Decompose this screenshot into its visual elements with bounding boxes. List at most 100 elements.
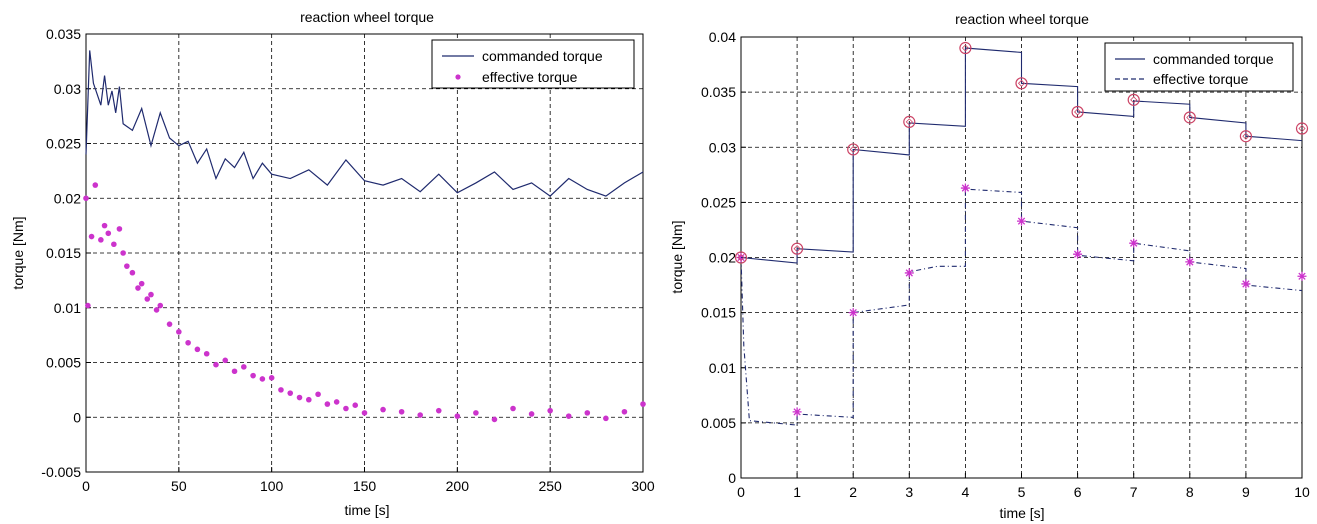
effective-torque-point: [510, 405, 516, 412]
left-chart: reaction wheel torque 0 50 100 150 200 250 300…: [10, 9, 655, 518]
effective-torque-point: [166, 321, 173, 327]
effective-torque-point: [333, 399, 340, 405]
effective-torque-point: [398, 408, 405, 415]
effective-torque-point: [111, 241, 117, 248]
y-tick-label: 0.015: [701, 305, 736, 321]
effective-torque-marker: [1297, 271, 1307, 281]
effective-torque-point: [241, 364, 247, 370]
effective-torque-point: [88, 233, 95, 240]
effective-torque-marker: [960, 183, 970, 193]
x-tick-label: 6: [1074, 484, 1082, 500]
effective-torque-point: [491, 416, 498, 423]
y-tick-label: 0.03: [709, 139, 736, 155]
legend: commanded torque effective torque: [1104, 42, 1294, 92]
commanded-torque-marker-inner: [1242, 132, 1250, 140]
effective-torque-point: [194, 346, 201, 353]
y-tick-label: 0.015: [46, 245, 81, 261]
effective-torque-point: [231, 368, 238, 375]
x-tick-label: 50: [171, 478, 187, 494]
commanded-torque-marker: [734, 251, 748, 264]
effective-torque-point: [144, 296, 151, 302]
y-tick-label: 0.025: [701, 194, 736, 210]
y-axis-label: torque [Nm]: [669, 220, 685, 293]
effective-torque-point: [124, 263, 130, 269]
commanded-torque-marker-inner: [1298, 124, 1306, 133]
x-axis-label: time [s]: [344, 502, 389, 518]
x-tick-label: 0: [737, 484, 745, 500]
effective-torque-point: [380, 406, 386, 413]
commanded-torque-marker-inner: [793, 245, 801, 253]
effective-torque-point: [153, 307, 160, 313]
effective-torque-point: [98, 237, 104, 243]
y-tick-label: -0.005: [41, 464, 81, 480]
y-tick-label: 0.035: [701, 84, 736, 100]
y-tick-label: 0.005: [46, 355, 81, 371]
series-effective-torque: [83, 182, 646, 423]
effective-torque-point: [640, 401, 646, 407]
y-tick-labels: 0 0.005 0.01 0.015 0.02 0.025 0.03 0.035 0.04: [701, 29, 736, 486]
commanded-torque-marker: [1015, 77, 1028, 90]
effective-torque-point: [92, 182, 99, 188]
series-effective-torque: [736, 183, 1307, 426]
x-tick-label: 9: [1242, 484, 1250, 500]
y-tick-label: 0.01: [709, 360, 736, 376]
effective-torque-point: [138, 280, 145, 287]
y-axis-label: torque [Nm]: [10, 216, 26, 289]
effective-torque-point: [565, 413, 572, 419]
effective-torque-point: [287, 390, 294, 396]
effective-torque-marker: [792, 407, 802, 417]
effective-torque-point: [352, 402, 359, 409]
effective-torque-point: [435, 407, 442, 414]
x-tick-label: 300: [631, 478, 655, 494]
commanded-torque-marker-inner: [849, 145, 857, 154]
commanded-torque-marker: [903, 115, 916, 128]
effective-torque-point: [343, 405, 349, 412]
effective-torque-point: [584, 410, 591, 416]
plot-area: 0 50 100 150 200 250 300 -0.00500.0050.010.015…: [41, 26, 655, 494]
effective-torque-point: [176, 329, 182, 335]
effective-torque-point: [278, 387, 284, 393]
y-tick-label: 0.035: [46, 26, 81, 42]
effective-torque-point: [547, 407, 553, 414]
commanded-torque-marker: [1239, 130, 1253, 143]
y-tick-label: 0.02: [709, 250, 736, 266]
commanded-torque-line: [740, 47, 1303, 264]
x-tick-label: 100: [260, 478, 284, 494]
chart-title: reaction wheel torque: [955, 11, 1089, 27]
commanded-torque-marker: [791, 242, 804, 255]
effective-torque-point: [148, 291, 154, 298]
effective-torque-point: [296, 394, 303, 401]
effective-torque-point: [306, 396, 312, 403]
chart-title: reaction wheel torque: [300, 9, 434, 25]
commanded-torque-marker: [1183, 111, 1196, 124]
effective-torque-marker: [1073, 249, 1083, 259]
effective-torque-point: [105, 230, 112, 237]
x-tick-label: 200: [446, 478, 470, 494]
commanded-torque-marker-inner: [1017, 79, 1026, 87]
commanded-torque-marker: [1071, 105, 1084, 119]
legend-label-commanded-torque: commanded torque: [482, 48, 603, 64]
x-tick-label: 7: [1130, 484, 1138, 500]
x-tick-label: 1: [793, 484, 801, 500]
effective-torque-point: [454, 413, 461, 419]
series-commanded-torque: [734, 41, 1309, 264]
x-tick-label: 2: [849, 484, 857, 500]
commanded-torque-marker-inner: [1186, 113, 1194, 122]
x-tick-label: 3: [905, 484, 913, 500]
effective-torque-marker: [1185, 257, 1195, 267]
plot-area: 0 1 2 3 4 5 6 7 8 9 10 0 0.005 0.01 0.015 0.02 0.025 0.0…: [701, 29, 1310, 500]
commanded-torque-marker: [1295, 122, 1309, 135]
y-tick-label: 0.04: [709, 29, 736, 45]
effective-torque-point: [129, 269, 136, 276]
effective-torque-point: [473, 410, 479, 416]
commanded-torque-marker-inner: [961, 44, 969, 52]
effective-torque-point: [417, 412, 424, 418]
commanded-torque-marker-inner: [905, 118, 913, 126]
legend-label-effective-torque: effective torque: [482, 69, 578, 85]
effective-torque-point: [259, 376, 266, 382]
legend: commanded torque effective torque: [431, 39, 635, 89]
commanded-torque-line: [85, 50, 644, 197]
x-tick-label: 5: [1018, 484, 1026, 500]
effective-torque-point: [203, 350, 210, 357]
legend-marker-effective-torque: [455, 74, 461, 80]
